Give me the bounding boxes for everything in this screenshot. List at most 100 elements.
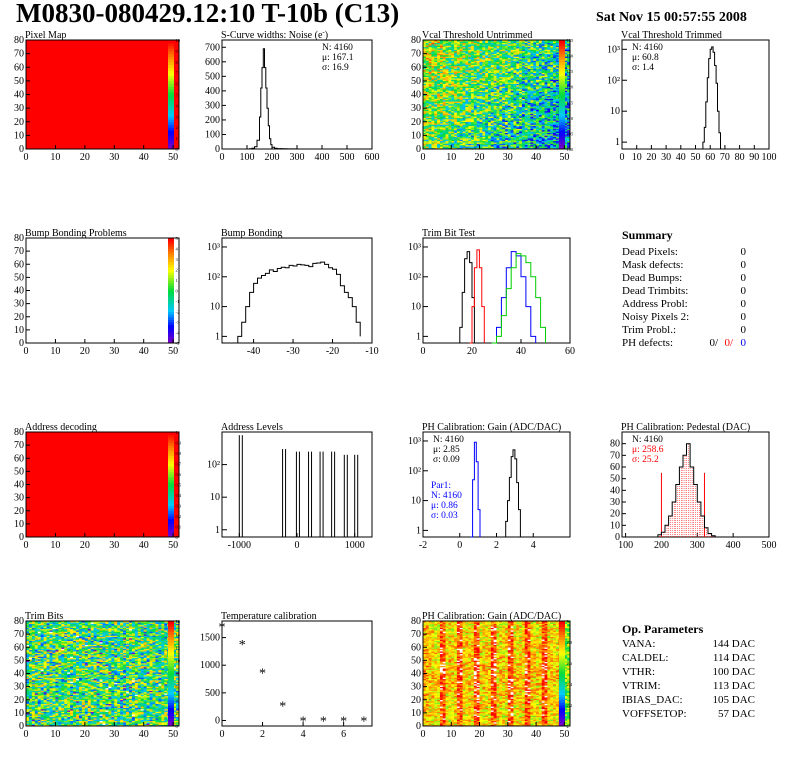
x-tick-label: 40	[676, 152, 686, 163]
color-scale-step	[168, 116, 174, 120]
color-scale-step	[168, 282, 174, 286]
y-tick-label: 400	[205, 86, 220, 97]
x-tick-label: 30	[109, 540, 119, 551]
color-scale-step	[168, 712, 174, 717]
panel-title: Bump Bonding Problems	[25, 228, 127, 239]
color-scale-step	[559, 673, 565, 677]
x-tick-label: 200	[654, 540, 669, 551]
x-tick-label: 2	[260, 729, 265, 740]
color-scale-step	[168, 492, 174, 496]
color-scale-step	[168, 83, 174, 87]
color-scale-step	[168, 642, 174, 646]
color-scale-step	[168, 720, 174, 724]
color-scale-step	[168, 94, 174, 98]
color-scale-step	[559, 623, 565, 627]
color-scale-label: 8	[176, 672, 179, 677]
color-scale-step	[168, 479, 174, 483]
color-scale-step	[168, 124, 174, 128]
y-tick-label: 80	[411, 616, 421, 627]
y-tick-label: 10	[411, 496, 421, 507]
color-scale-step	[559, 707, 565, 711]
color-scale-step	[168, 481, 174, 486]
color-scale-step	[168, 256, 174, 260]
y-tick-label: 10³	[207, 242, 220, 253]
y-tick-label: 0	[416, 721, 421, 732]
color-scale-step	[168, 272, 174, 276]
y-tick-label: 40	[411, 90, 421, 101]
color-scale-step	[168, 626, 174, 630]
color-scale-step	[168, 259, 174, 263]
y-tick-label: 60	[411, 62, 421, 73]
x-tick-label: 400	[726, 540, 741, 551]
color-scale-step	[168, 500, 174, 504]
color-scale-step	[559, 642, 565, 646]
histogram-series-1	[469, 249, 485, 344]
color-scale-step	[168, 99, 174, 104]
panel-title: Vcal Threshold Untrimmed	[422, 30, 532, 41]
x-tick-label: 40	[516, 346, 526, 357]
summary-row-label: Trim Probl.:	[622, 324, 677, 336]
x-tick-label: 0	[24, 152, 29, 163]
temperature-point: *	[320, 714, 327, 729]
color-scale-step	[168, 121, 174, 125]
histogram-series-2	[491, 251, 537, 344]
color-scale-step	[168, 437, 174, 441]
y-tick-label: 20	[14, 506, 24, 517]
y-tick-label: 1	[615, 137, 620, 148]
color-scale-step	[168, 678, 174, 682]
color-scale-step	[559, 124, 565, 128]
x-tick-label: 0	[24, 729, 29, 740]
x-tick-label: 500	[340, 152, 355, 163]
color-scale-step	[559, 129, 565, 134]
y-tick-label: 70	[14, 246, 24, 257]
color-scale-step	[168, 468, 174, 472]
heatmap-fill	[26, 432, 179, 537]
x-tick-label: -20	[326, 346, 339, 357]
color-scale-step	[168, 460, 174, 465]
x-tick-label: 0	[220, 152, 225, 163]
color-scale-label: 3	[176, 257, 179, 262]
color-scale-step	[559, 702, 565, 706]
color-scale-step	[168, 140, 174, 145]
y-tick-label: 70	[411, 629, 421, 640]
color-scale-step	[168, 243, 174, 247]
color-scale-step	[168, 335, 174, 339]
x-tick-label: 40	[139, 152, 149, 163]
y-tick-label: 70	[14, 629, 24, 640]
color-scale-step	[168, 56, 174, 60]
stat-line: N: 4160	[433, 435, 464, 445]
color-scale-step	[168, 324, 174, 328]
heatmap-cells	[26, 621, 180, 727]
color-scale-step	[168, 67, 174, 71]
color-scale-step	[168, 489, 174, 493]
color-scale-step	[559, 678, 565, 682]
color-scale-step	[559, 636, 565, 640]
color-scale-step	[168, 644, 174, 648]
stat-line: N: 4160	[632, 435, 663, 445]
panel-trim_bit_test: Trim Bit Test 0 20 40 60 1 10 10² 10³	[408, 228, 575, 357]
summary-ph-value-blue: 0	[740, 337, 747, 349]
color-scale-step	[168, 686, 174, 690]
x-tick-label: 4	[301, 729, 306, 740]
summary-row-value: 0	[740, 311, 747, 323]
y-tick-label: 30	[411, 682, 421, 693]
y-tick-label: 80	[14, 233, 24, 244]
color-scale-step	[168, 718, 174, 722]
color-scale-step	[559, 132, 565, 136]
color-scale-label: 3	[176, 114, 179, 119]
histogram-series-1	[470, 441, 481, 538]
y-tick-label: 50	[14, 655, 24, 666]
color-scale-step	[559, 138, 565, 142]
stat-line-par1: N: 4160	[431, 491, 462, 501]
panel-title-superscript: -	[322, 28, 325, 36]
color-scale-step	[559, 621, 565, 625]
x-tick-label: 50	[168, 540, 178, 551]
color-scale-step	[168, 329, 174, 334]
y-tick-label: 30	[610, 497, 620, 508]
y-tick-label: 1	[416, 525, 421, 536]
color-scale-step	[559, 665, 565, 669]
color-scale-step	[168, 110, 174, 115]
x-tick-label: 0	[457, 540, 462, 551]
op-param-label: CALDEL:	[622, 652, 669, 664]
